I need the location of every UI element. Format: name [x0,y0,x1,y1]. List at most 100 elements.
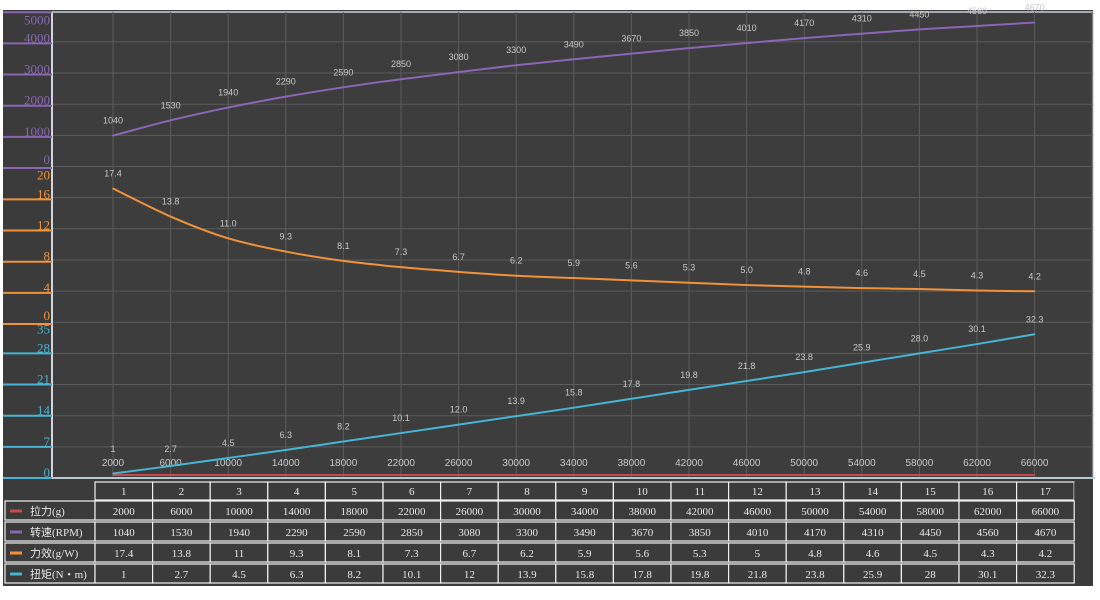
table-header-label: 13 [810,486,822,498]
torque-data-label: 15.8 [565,388,583,398]
efficiency-data-label: 9.3 [280,232,293,242]
pull-data-point [342,474,345,476]
table-cell-value: 6.7 [463,548,477,560]
table-cell-value: 7.3 [405,548,419,560]
efficiency-data-label: 5.3 [683,263,696,273]
efficiency-data-point [342,260,345,262]
rpm-data-label: 3670 [621,34,641,44]
pull-data-point [630,474,633,476]
table-header-label: 1 [121,486,127,498]
torque-data-label: 12.0 [450,405,468,415]
table-cell-value: 42000 [686,506,714,518]
rpm-data-point [342,86,345,89]
pull-data-point [861,474,863,476]
rpm-data-label: 3850 [679,28,699,38]
torque-data-point [515,415,517,417]
table-header-label: 15 [925,486,937,498]
table-cell-value: 4.5 [232,569,246,581]
table-cell-value: 32.3 [1036,569,1056,581]
efficiency-data-point [573,277,575,279]
pull-data-point [803,474,805,476]
efficiency-data-label: 4.2 [1028,271,1041,281]
table-cell-value: 3850 [689,527,712,539]
rpm-data-label: 2850 [391,59,411,69]
rpm-data-label: 1530 [161,100,181,110]
torque-data-point [400,432,402,434]
pull-data-point [515,474,517,476]
torque-axis-tick-label: 0 [44,465,51,480]
table-cell-value: 17.8 [633,569,653,581]
x-tick-label: 50000 [790,458,818,469]
table-cell-value: 5.9 [578,548,592,560]
torque-data-point [227,457,229,459]
torque-data-point [745,380,748,382]
x-tick-label: 14000 [272,458,300,469]
table-header-label: 8 [524,486,530,498]
table-cell-value: 3490 [574,527,597,539]
eff-axis-tick-label: 20 [37,167,50,182]
table-cell-value: 6.2 [520,548,534,560]
efficiency-data-point [112,187,114,190]
table-cell-value: 4.8 [808,548,822,560]
rpm-data-point [227,106,229,109]
table-cell-value: 34000 [571,506,599,518]
torque-data-point [573,406,575,409]
torque-data-label: 32.3 [1026,314,1044,324]
x-tick-label: 46000 [733,458,761,469]
torque-data-point [1033,333,1036,336]
table-cell-value: 4310 [862,527,885,539]
efficiency-data-label: 5.0 [740,265,753,275]
rpm-data-point [285,95,287,98]
pull-data-point [169,474,172,476]
rpm-data-point [630,52,633,55]
x-tick-label: 6000 [159,458,182,469]
pull-data-point [918,474,921,476]
efficiency-data-point [976,289,978,292]
rpm-data-label: 3080 [449,52,469,62]
table-cell-value: 4450 [919,527,942,539]
table-cell [1015,563,1075,584]
rpm-data-label: 4670 [1025,3,1045,13]
table-cell-value: 3300 [516,527,539,539]
rpm-data-point [573,58,575,61]
rpm-data-label: 3490 [564,39,584,49]
rpm-data-point [745,42,748,44]
table-cell-value: 54000 [859,506,887,518]
torque-data-label: 17.8 [623,379,641,389]
efficiency-data-point [745,284,748,286]
efficiency-data-label: 11.0 [220,218,237,228]
table-cell-value: 2.7 [175,569,189,581]
torque-data-point [285,449,287,451]
rpm-data-label: 2290 [276,77,296,87]
eff-axis-tick-label: 12 [37,218,50,233]
table-cell-value: 18000 [340,506,368,518]
table-cell-value: 2000 [113,506,136,518]
table-cell-value: 50000 [801,506,829,518]
table-header-label: 14 [867,486,879,498]
rpm-data-label: 1940 [218,88,238,98]
x-tick-label: 62000 [963,458,991,469]
efficiency-data-point [803,285,805,288]
rpm-data-point [400,78,402,81]
torque-axis-tick-label: 28 [37,340,50,355]
table-header-label: 12 [752,486,763,498]
rpm-data-label: 4010 [737,23,757,33]
table-cell-value: 22000 [398,506,426,518]
torque-data-label: 2.7 [164,444,177,454]
rpm-data-label: 3300 [506,45,526,55]
x-tick-label: 10000 [214,458,242,469]
table-cell-value: 2290 [286,527,309,539]
table-cell-value: 12 [464,569,475,581]
table-cell-value: 10.1 [402,569,421,581]
torque-data-label: 30.1 [968,324,986,334]
efficiency-data-point [227,237,229,240]
rpm-axis-tick-label: 4000 [24,30,50,45]
table-cell-value: 5 [755,548,761,560]
legend-series-name: 扭矩(N・m) [30,567,87,581]
torque-axis-tick-label: 35 [37,321,50,336]
table-cell-value: 4560 [977,527,1000,539]
table-cell-value: 17.4 [114,548,134,560]
efficiency-data-point [169,215,172,218]
